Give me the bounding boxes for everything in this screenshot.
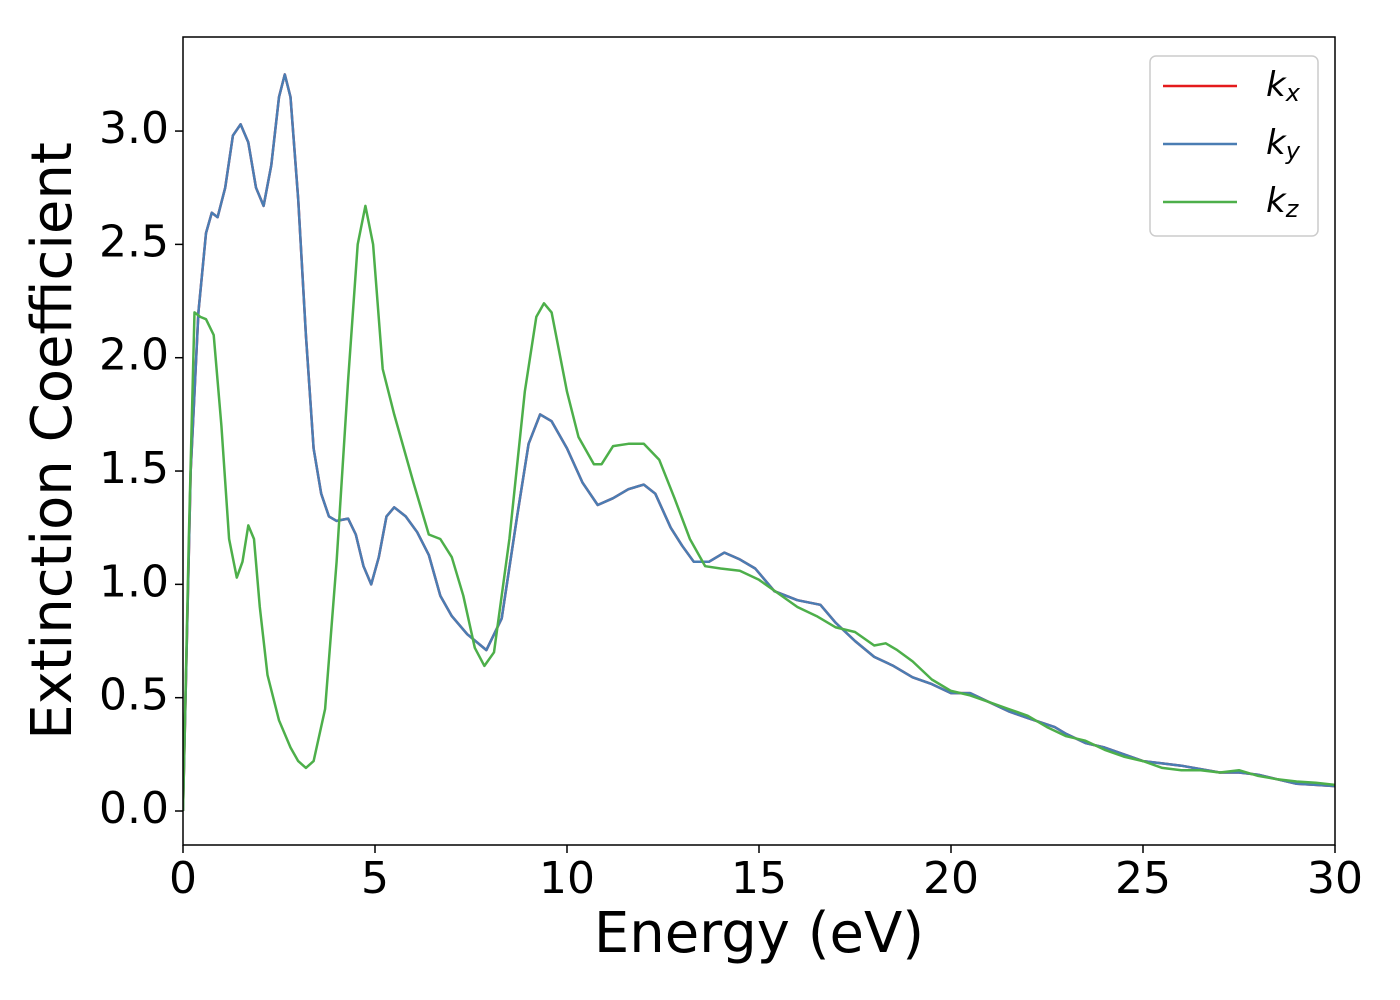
x-tick-label: 10 [539, 853, 595, 904]
x-tick-label: 20 [923, 853, 979, 904]
x-tick-label: 5 [361, 853, 389, 904]
y-tick-label: 1.5 [99, 443, 169, 494]
y-tick-label: 2.0 [99, 330, 169, 381]
x-tick-label: 25 [1115, 853, 1171, 904]
y-axis-label: Extinction Coefficient [20, 142, 85, 740]
y-tick-label: 0.0 [99, 783, 169, 834]
legend-label: kx [1266, 65, 1301, 108]
plot-frame [182, 36, 1336, 846]
x-tick-label: 0 [169, 853, 197, 904]
x-tick-label: 15 [731, 853, 787, 904]
legend-label: kz [1266, 181, 1300, 224]
series-line [183, 73, 1335, 812]
y-tick-label: 0.5 [99, 670, 169, 721]
series-line [183, 204, 1335, 812]
y-tick-label: 2.5 [99, 216, 169, 267]
y-tick-label: 1.0 [99, 556, 169, 607]
x-axis-label: Energy (eV) [594, 901, 924, 966]
y-tick-label: 3.0 [99, 103, 169, 154]
x-tick-label: 30 [1307, 853, 1363, 904]
legend-box [1149, 55, 1319, 237]
legend-label: ky [1266, 123, 1301, 166]
